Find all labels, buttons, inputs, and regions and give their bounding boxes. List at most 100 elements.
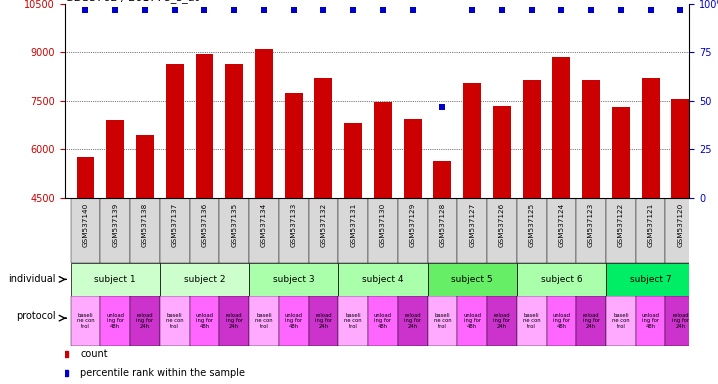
Text: GSM537134: GSM537134 xyxy=(261,203,267,247)
Bar xyxy=(338,198,368,263)
Bar xyxy=(398,296,427,346)
Bar xyxy=(463,83,481,198)
Text: GSM537138: GSM537138 xyxy=(142,203,148,247)
Bar xyxy=(249,263,338,296)
Bar xyxy=(666,296,695,346)
Text: count: count xyxy=(80,349,108,359)
Bar xyxy=(517,198,546,263)
Bar xyxy=(344,123,362,198)
Bar xyxy=(671,99,689,198)
Bar xyxy=(642,78,660,198)
Bar xyxy=(546,198,577,263)
Bar xyxy=(368,198,398,263)
Text: GSM537139: GSM537139 xyxy=(112,203,118,247)
Bar xyxy=(427,198,457,263)
Bar xyxy=(523,80,541,198)
Text: GSM537140: GSM537140 xyxy=(83,203,88,247)
Bar xyxy=(427,263,517,296)
Text: percentile rank within the sample: percentile rank within the sample xyxy=(80,368,246,378)
Bar xyxy=(398,198,427,263)
Text: GSM537120: GSM537120 xyxy=(677,203,684,247)
Bar xyxy=(368,296,398,346)
Bar xyxy=(130,296,160,346)
Bar xyxy=(279,198,309,263)
Bar xyxy=(190,198,219,263)
Bar xyxy=(225,64,243,198)
Bar xyxy=(219,198,249,263)
Text: reload
ing for
24h: reload ing for 24h xyxy=(404,313,421,329)
Text: subject 3: subject 3 xyxy=(273,275,314,284)
Text: baseli
ne con
trol: baseli ne con trol xyxy=(166,313,184,329)
Bar xyxy=(517,296,546,346)
Bar xyxy=(582,80,600,198)
Bar xyxy=(285,93,302,198)
Bar xyxy=(577,198,606,263)
Bar xyxy=(434,161,452,198)
Bar xyxy=(427,296,457,346)
Bar xyxy=(635,198,666,263)
Bar xyxy=(160,263,249,296)
Text: baseli
ne con
trol: baseli ne con trol xyxy=(77,313,94,329)
Bar xyxy=(249,198,279,263)
Text: baseli
ne con
trol: baseli ne con trol xyxy=(434,313,451,329)
Bar xyxy=(493,106,510,198)
Bar xyxy=(160,296,190,346)
Text: GSM537122: GSM537122 xyxy=(618,203,624,247)
Text: GSM537132: GSM537132 xyxy=(320,203,327,247)
Bar xyxy=(136,135,154,198)
Text: GSM537131: GSM537131 xyxy=(350,203,356,247)
Text: unload
ing for
48h: unload ing for 48h xyxy=(374,313,392,329)
Bar xyxy=(635,296,666,346)
Text: subject 7: subject 7 xyxy=(630,275,671,284)
Bar xyxy=(374,103,392,198)
Text: GSM537125: GSM537125 xyxy=(528,203,535,247)
Text: subject 2: subject 2 xyxy=(184,275,225,284)
Text: GSM537126: GSM537126 xyxy=(499,203,505,247)
Text: subject 4: subject 4 xyxy=(362,275,404,284)
Bar xyxy=(166,64,184,198)
Text: GSM537130: GSM537130 xyxy=(380,203,386,247)
Text: baseli
ne con
trol: baseli ne con trol xyxy=(255,313,273,329)
Bar xyxy=(101,198,130,263)
Text: baseli
ne con
trol: baseli ne con trol xyxy=(523,313,541,329)
Text: GSM537127: GSM537127 xyxy=(469,203,475,247)
Text: GSM537124: GSM537124 xyxy=(559,203,564,247)
Bar xyxy=(338,296,368,346)
Bar xyxy=(606,296,635,346)
Bar xyxy=(517,263,606,296)
Text: GSM537137: GSM537137 xyxy=(172,203,177,247)
Bar xyxy=(195,54,213,198)
Text: reload
ing for
24h: reload ing for 24h xyxy=(672,313,689,329)
Text: reload
ing for
24h: reload ing for 24h xyxy=(225,313,243,329)
Bar xyxy=(457,198,487,263)
Text: unload
ing for
48h: unload ing for 48h xyxy=(106,313,124,329)
Text: reload
ing for
24h: reload ing for 24h xyxy=(493,313,510,329)
Bar xyxy=(77,157,94,198)
Text: unload
ing for
48h: unload ing for 48h xyxy=(642,313,660,329)
Text: GSM537129: GSM537129 xyxy=(410,203,416,247)
Text: baseli
ne con
trol: baseli ne con trol xyxy=(345,313,362,329)
Text: reload
ing for
24h: reload ing for 24h xyxy=(582,313,600,329)
Bar xyxy=(70,296,101,346)
Bar xyxy=(546,296,577,346)
Text: baseli
ne con
trol: baseli ne con trol xyxy=(612,313,630,329)
Bar xyxy=(101,296,130,346)
Bar xyxy=(314,78,332,198)
Text: GDS3762 / 201778_s_at: GDS3762 / 201778_s_at xyxy=(65,0,199,3)
Text: GSM537136: GSM537136 xyxy=(202,203,208,247)
Bar xyxy=(70,198,101,263)
Text: reload
ing for
24h: reload ing for 24h xyxy=(315,313,332,329)
Bar xyxy=(487,296,517,346)
Text: GSM537123: GSM537123 xyxy=(588,203,594,247)
Text: subject 5: subject 5 xyxy=(452,275,493,284)
Bar xyxy=(606,198,635,263)
Text: GSM537133: GSM537133 xyxy=(291,203,297,247)
Bar xyxy=(219,296,249,346)
Bar xyxy=(606,263,695,296)
Bar xyxy=(70,263,160,296)
Bar xyxy=(552,57,570,198)
Bar xyxy=(612,107,630,198)
Text: reload
ing for
24h: reload ing for 24h xyxy=(136,313,154,329)
Text: GSM537121: GSM537121 xyxy=(648,203,653,247)
Bar xyxy=(457,296,487,346)
